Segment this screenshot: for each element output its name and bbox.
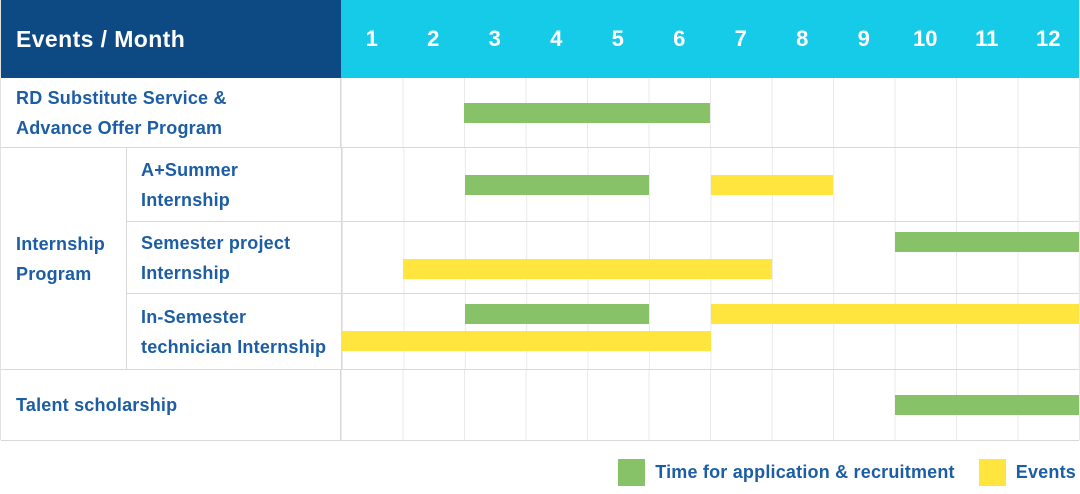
row-talent-scholarship: Talent scholarship (1, 370, 1079, 441)
legend-application-swatch (618, 458, 646, 486)
timeline-in-semester-technician-internship (342, 294, 1079, 369)
month-label-2: 2 (427, 26, 440, 51)
row-label-rd-substitute-service: RD Substitute Service & Advance Offer Pr… (1, 78, 341, 147)
summer-events-bar (710, 174, 834, 195)
semester-events-bar (403, 259, 772, 279)
group-internship-program: Internship Program A+Summer Internship S… (1, 148, 1079, 370)
month-label-1: 1 (365, 26, 378, 51)
semester-application-bar (894, 232, 1079, 252)
month-label-3: 3 (488, 26, 501, 51)
month-label-8: 8 (796, 26, 809, 51)
row-a-plus-summer-internship: A+Summer Internship (126, 148, 1079, 222)
month-label-11: 11 (975, 26, 999, 51)
month-label-7: 7 (734, 26, 747, 51)
technician-events-bar-late (710, 304, 1079, 324)
row-label-a-plus-summer-internship: A+Summer Internship (127, 148, 342, 221)
legend-application-label: Time for application & recruitment (655, 461, 955, 482)
month-label-6: 6 (673, 26, 686, 51)
internship-subrows: A+Summer Internship Semester project Int… (126, 148, 1079, 369)
month-label-9: 9 (857, 26, 870, 51)
events-month-table: Events / Month 1 2 3 4 5 6 7 8 9 10 11 1… (0, 0, 1080, 441)
row-label-talent-scholarship: Talent scholarship (1, 370, 341, 440)
technician-events-bar-early (342, 331, 711, 351)
timeline-semester-project-internship (342, 222, 1079, 293)
month-header-strip: 1 2 3 4 5 6 7 8 9 10 11 12 (341, 0, 1079, 78)
legend-events-swatch (978, 458, 1006, 486)
month-label-5: 5 (611, 26, 624, 51)
month-label-12: 12 (1036, 26, 1061, 51)
table-header-row: Events / Month 1 2 3 4 5 6 7 8 9 10 11 1… (1, 0, 1079, 78)
month-label-4: 4 (550, 26, 563, 51)
summer-application-bar (464, 174, 650, 195)
timeline-rd-substitute-service (341, 78, 1079, 147)
talent-application-bar (894, 395, 1079, 415)
rd-application-bar (464, 102, 710, 123)
row-label-in-semester-technician-internship: In-Semester technician Internship (127, 294, 342, 369)
technician-application-bar (464, 304, 650, 324)
legend-events-label: Events (1015, 461, 1076, 482)
month-label-10: 10 (913, 26, 938, 51)
row-in-semester-technician-internship: In-Semester technician Internship (126, 294, 1079, 369)
group-label-internship-program: Internship Program (16, 233, 106, 284)
row-label-semester-project-internship: Semester project Internship (127, 222, 342, 293)
timeline-a-plus-summer-internship (342, 148, 1079, 221)
row-semester-project-internship: Semester project Internship (126, 222, 1079, 294)
events-month-header: Events / Month (1, 0, 341, 78)
row-rd-substitute-service: RD Substitute Service & Advance Offer Pr… (1, 78, 1079, 148)
legend: Time for application & recruitment Event… (618, 456, 1076, 488)
timeline-talent-scholarship (341, 370, 1079, 440)
table-title: Events / Month (16, 25, 186, 52)
